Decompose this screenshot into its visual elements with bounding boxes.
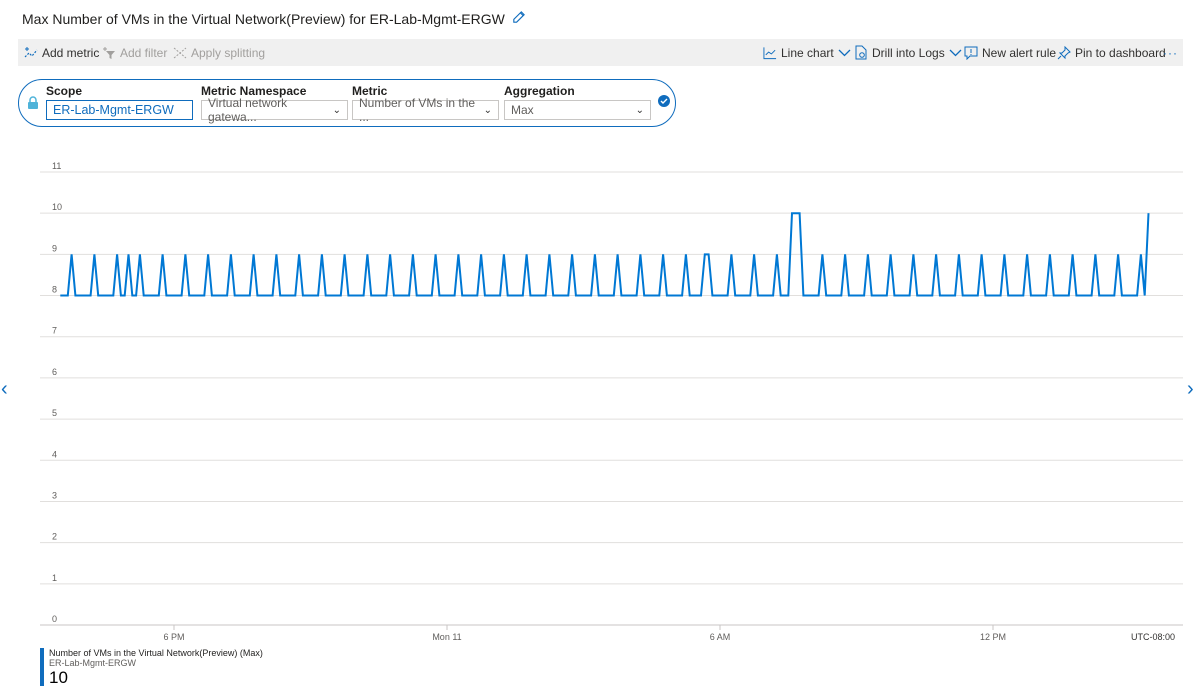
y-tick-label: 5 xyxy=(52,408,57,418)
scope-input[interactable]: ER-Lab-Mgmt-ERGW xyxy=(46,100,193,120)
x-tick-label: Mon 11 xyxy=(432,632,461,642)
scope-label: Scope xyxy=(46,84,83,98)
new-alert-rule-button[interactable]: New alert rule xyxy=(964,39,1056,66)
legend-resource: ER-Lab-Mgmt-ERGW xyxy=(49,658,137,668)
namespace-value: Virtual network gatewa... xyxy=(208,96,288,124)
legend-value: 10 xyxy=(49,668,68,687)
x-tick-label: 12 PM xyxy=(980,632,1006,642)
edit-pencil-icon[interactable] xyxy=(511,10,526,28)
pin-label: Pin to dashboard xyxy=(1075,45,1166,60)
scope-field: Scope ER-Lab-Mgmt-ERGW xyxy=(46,84,193,120)
apply-splitting-label: Apply splitting xyxy=(191,45,266,60)
aggregation-value: Max xyxy=(511,103,534,117)
previous-chevron-icon[interactable]: ‹ xyxy=(1,378,8,400)
pin-to-dashboard-button[interactable]: Pin to dashboard xyxy=(1057,39,1166,66)
y-tick-label: 0 xyxy=(52,614,57,624)
chevron-down-icon: ⌄ xyxy=(332,104,341,116)
legend: Number of VMs in the Virtual Network(Pre… xyxy=(40,648,263,687)
line-chart-icon xyxy=(763,46,777,60)
namespace-label: Metric Namespace xyxy=(201,84,307,98)
x-tick-label: 6 PM xyxy=(163,632,184,642)
aggregation-dropdown[interactable]: Max ⌄ xyxy=(504,100,651,120)
y-tick-label: 4 xyxy=(52,449,57,459)
pin-icon xyxy=(1057,45,1071,60)
splitting-icon xyxy=(173,46,187,60)
line-chart-dropdown[interactable]: Line chart xyxy=(763,39,851,66)
drill-into-logs-dropdown[interactable]: Drill into Logs xyxy=(854,39,962,66)
y-tick-label: 6 xyxy=(52,367,57,377)
line-chart-label: Line chart xyxy=(781,45,834,60)
filter-icon xyxy=(102,46,116,60)
aggregation-field: Aggregation Max ⌄ xyxy=(504,84,651,120)
chevron-down-icon: ⌄ xyxy=(635,104,644,116)
y-tick-label: 2 xyxy=(52,532,57,542)
line-chart: 0 1 2 3 4 5 6 7 8 9 10 11 6 PM Mon 11 6 AM 12 PM UTC-08… xyxy=(40,161,1183,642)
namespace-field: Metric Namespace Virtual network gatewa.… xyxy=(201,84,348,124)
logs-icon xyxy=(854,45,868,60)
timezone-label: UTC-08:00 xyxy=(1131,632,1175,642)
drill-logs-label: Drill into Logs xyxy=(872,45,945,60)
series-line xyxy=(60,212,1150,297)
chevron-down-icon xyxy=(949,46,962,60)
alert-icon xyxy=(964,46,978,60)
y-tick-label: 1 xyxy=(52,573,57,583)
metric-value: Number of VMs in the ... xyxy=(359,96,476,124)
x-tick-label: 6 AM xyxy=(710,632,731,642)
chart-title: Max Number of VMs in the Virtual Network… xyxy=(22,11,505,27)
y-tick-label: 10 xyxy=(52,202,62,212)
y-tick-label: 9 xyxy=(52,243,57,253)
next-chevron-icon[interactable]: › xyxy=(1187,378,1194,400)
apply-splitting-button[interactable]: Apply splitting xyxy=(173,39,265,66)
legend-series-name: Number of VMs in the Virtual Network(Pre… xyxy=(49,648,263,658)
resource-lock-icon xyxy=(27,96,39,115)
new-alert-label: New alert rule xyxy=(982,45,1057,60)
toolbar: Add metric Add filter Apply splitting Li… xyxy=(18,39,1183,66)
y-tick-label: 7 xyxy=(52,326,57,336)
add-metric-icon xyxy=(24,46,38,60)
confirm-check-icon[interactable] xyxy=(658,94,670,112)
metric-selector-bar: Scope ER-Lab-Mgmt-ERGW Metric Namespace … xyxy=(18,79,676,127)
add-metric-button[interactable]: Add metric xyxy=(24,39,99,66)
metric-field: Metric Number of VMs in the ... ⌄ xyxy=(352,84,499,124)
y-tick-label: 8 xyxy=(52,285,57,295)
metric-label: Metric xyxy=(352,84,388,98)
namespace-dropdown[interactable]: Virtual network gatewa... ⌄ xyxy=(201,96,348,124)
aggregation-label: Aggregation xyxy=(504,84,575,98)
y-tick-label: 3 xyxy=(52,490,57,500)
add-filter-button[interactable]: Add filter xyxy=(102,39,167,66)
add-filter-label: Add filter xyxy=(120,45,168,60)
y-tick-label: 11 xyxy=(52,161,61,171)
chevron-down-icon xyxy=(838,46,851,60)
add-metric-label: Add metric xyxy=(42,45,100,60)
page-title: Max Number of VMs in the Virtual Network… xyxy=(22,10,526,28)
metric-dropdown[interactable]: Number of VMs in the ... ⌄ xyxy=(352,96,499,124)
more-options-button[interactable]: ··· xyxy=(1163,45,1178,60)
chevron-down-icon: ⌄ xyxy=(483,104,492,116)
